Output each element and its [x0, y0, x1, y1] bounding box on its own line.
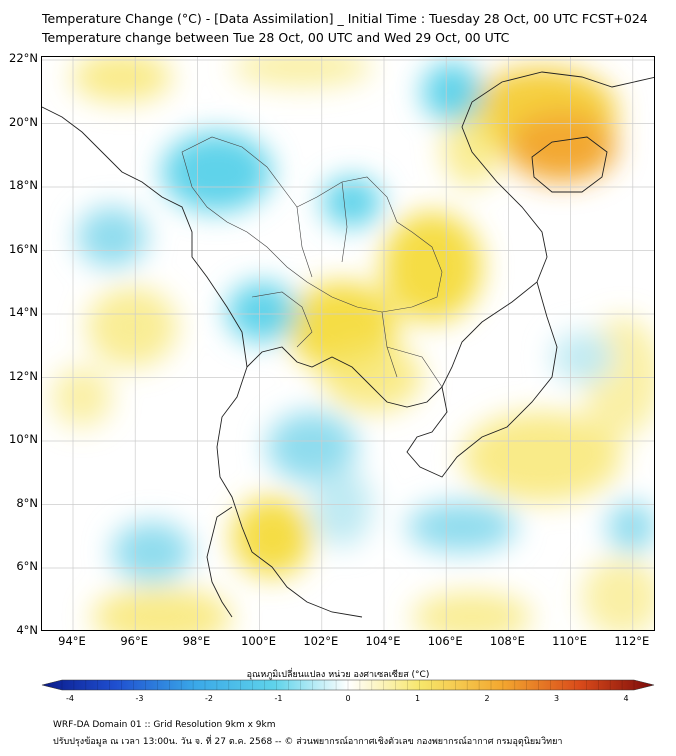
latitude-label: 8°N	[16, 495, 38, 510]
longitude-label: 102°E	[303, 634, 339, 648]
longitude-label: 100°E	[241, 634, 277, 648]
latitude-label: 22°N	[9, 51, 38, 65]
coastlines	[42, 71, 654, 618]
latitude-label: 10°N	[9, 432, 38, 446]
longitude-label: 112°E	[614, 634, 650, 648]
footer-credit: ปรับปรุงข้อมูล ณ เวลา 13:00น. วัน จ. ที่…	[53, 737, 563, 747]
colorbar-gradient	[41, 679, 655, 691]
longitude-label: 106°E	[427, 634, 463, 648]
footer-model-info: WRF-DA Domain 01 :: Grid Resolution 9km …	[53, 720, 276, 730]
latitude-label: 20°N	[9, 114, 38, 129]
colorbar-tick-label: -4	[66, 694, 74, 703]
latitude-label: 12°N	[9, 368, 38, 383]
colorbar	[41, 679, 655, 691]
colorbar-tick-label: -3	[135, 694, 144, 703]
colorbar-tick-label: -1	[274, 694, 283, 703]
colorbar-tick-label: 3	[553, 694, 560, 703]
longitude-label: 110°E	[552, 634, 588, 648]
temperature-field	[52, 57, 654, 630]
latitude-label: 14°N	[9, 305, 38, 319]
colorbar-tick-label: 1	[414, 694, 421, 703]
colorbar-title: อุณหภูมิเปลี่ยนแปลง หน่วย องศาเซลเซียส (…	[246, 670, 430, 680]
colorbar-tick-label: 0	[345, 694, 351, 703]
graticule	[42, 57, 654, 630]
longitude-label: 96°E	[120, 634, 149, 648]
province-borders	[181, 136, 443, 388]
map-canvas	[42, 57, 654, 630]
map-subtitle: Temperature change between Tue 28 Oct, 0…	[42, 30, 510, 45]
longitude-label: 98°E	[182, 634, 211, 648]
latitude-label: 18°N	[9, 178, 38, 192]
map-title: Temperature Change (°C) - [Data Assimila…	[42, 11, 648, 26]
colorbar-tick-label: 4	[623, 694, 629, 703]
map-panel	[41, 56, 655, 631]
longitude-label: 94°E	[58, 634, 86, 648]
latitude-label: 16°N	[9, 241, 38, 256]
longitude-label: 104°E	[365, 634, 401, 648]
colorbar-tick-label: 2	[484, 694, 490, 703]
latitude-label: 4°N	[16, 622, 38, 637]
colorbar-divisions	[61, 680, 635, 690]
longitude-label: 108°E	[489, 634, 525, 648]
colorbar-tick-label: -2	[205, 694, 213, 703]
latitude-label: 6°N	[16, 559, 38, 573]
